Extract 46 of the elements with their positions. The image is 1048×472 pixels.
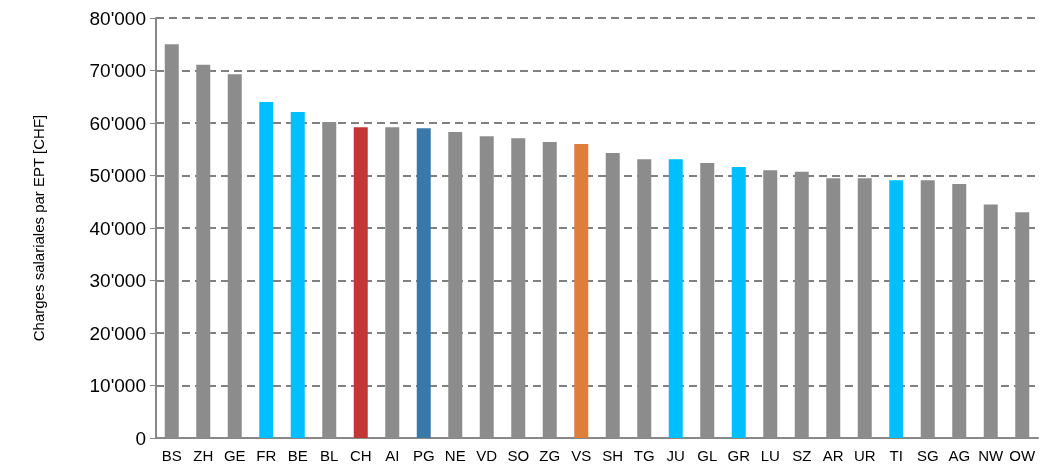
x-tick-label: BS: [161, 447, 182, 464]
bar: [416, 128, 431, 438]
x-tick-label: PG: [412, 447, 435, 464]
x-tick-label: GR: [727, 447, 751, 464]
x-tick-label: GL: [697, 447, 718, 464]
x-tick-label: AR: [822, 447, 844, 464]
x-tick-label: ZH: [193, 447, 214, 464]
x-tick-label: FR: [256, 447, 277, 464]
x-tick-label: AG: [948, 447, 971, 464]
y-tick-label: 30'000: [89, 270, 146, 291]
x-tick-label: LU: [760, 447, 780, 464]
y-tick-label: 60'000: [89, 112, 146, 134]
x-tick-label: JU: [666, 447, 685, 464]
bar: [731, 167, 746, 438]
y-tick-label: 40'000: [89, 217, 146, 239]
x-tick-label: NW: [978, 447, 1005, 464]
x-tick-label: BE: [287, 447, 308, 464]
x-tick-label: CH: [349, 447, 372, 464]
y-tick-label: 10'000: [89, 375, 146, 396]
x-tick-label: BL: [320, 447, 339, 464]
y-axis-title: Charges salariales par EPT [CHF]: [30, 114, 47, 342]
y-tick-label: 80'000: [89, 7, 146, 29]
x-tick-label: VS: [571, 447, 592, 464]
x-tick-label: SG: [916, 447, 939, 464]
y-tick-label: 20'000: [89, 322, 146, 344]
x-tick-label: TI: [889, 447, 903, 464]
bar: [889, 180, 904, 438]
y-tick-label: 70'000: [89, 60, 146, 81]
x-tick-label: VD: [476, 447, 498, 464]
bar: [574, 144, 589, 438]
bar: [353, 127, 368, 438]
bar: [668, 159, 683, 438]
y-tick-label: 50'000: [89, 165, 146, 186]
x-tick-label: SZ: [792, 447, 812, 464]
x-tick-label: AI: [385, 447, 400, 464]
x-tick-label: OW: [1009, 447, 1036, 464]
bar: [290, 111, 305, 438]
x-tick-label: TG: [633, 447, 655, 464]
y-tick-label: 0: [135, 427, 146, 449]
x-tick-label: GE: [223, 447, 246, 464]
x-tick-label: SO: [507, 447, 530, 464]
x-tick-label: ZG: [539, 447, 561, 464]
x-tick-label: SH: [602, 447, 624, 464]
x-tick-label: UR: [853, 447, 876, 464]
x-tick-label: NE: [444, 447, 466, 464]
bar: [259, 102, 274, 438]
